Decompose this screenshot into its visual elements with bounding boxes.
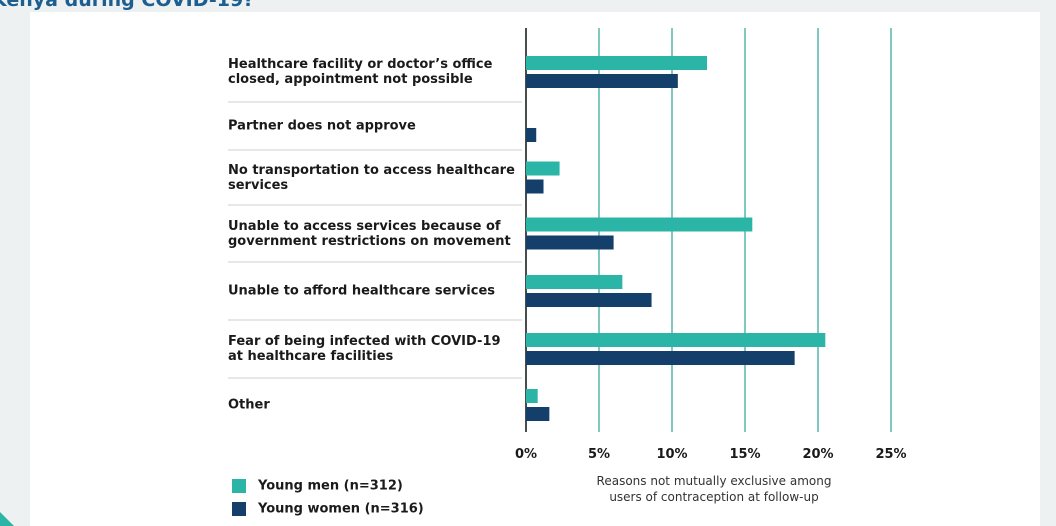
x-tick-label: 15% [729, 447, 761, 462]
y-tick-label: Partner does not approve [228, 118, 416, 134]
bar [526, 128, 537, 142]
legend-swatch [232, 479, 246, 493]
bar [526, 74, 678, 88]
y-tick-label: Unable to access services because of gov… [228, 218, 511, 249]
bar [526, 275, 623, 289]
y-tick-label: Other [228, 397, 270, 413]
legend-swatch [232, 502, 246, 516]
bar [526, 293, 652, 307]
chart-title: Kenya during COVID-19? [0, 0, 255, 11]
note: Reasons not mutually exclusive among use… [596, 474, 832, 504]
x-tick-label: 25% [875, 447, 907, 462]
bar [526, 179, 544, 194]
y-tick-label: Unable to afford healthcare services [228, 283, 495, 299]
x-tick-label: 10% [656, 447, 688, 462]
y-tick-label: Healthcare facility or doctor’s office c… [228, 57, 493, 87]
x-tick-label: 0% [514, 447, 538, 462]
bar [526, 217, 753, 232]
corner-decoration [0, 512, 14, 526]
bar [526, 407, 550, 421]
x-tick-label: 20% [802, 447, 834, 462]
bar [526, 333, 826, 347]
bar [526, 351, 795, 365]
bar [526, 389, 538, 403]
bar [526, 161, 560, 176]
bar [526, 235, 614, 250]
legend-label: Young women (n=316) [258, 501, 424, 517]
legend-label: Young men (n=312) [258, 478, 403, 494]
panel [30, 12, 1040, 526]
y-tick-label: No transportation to access healthcare s… [228, 162, 515, 193]
bar [526, 56, 708, 70]
x-tick-label: 5% [587, 447, 611, 462]
y-tick-label: Fear of being infected with COVID-19 at … [228, 334, 501, 364]
